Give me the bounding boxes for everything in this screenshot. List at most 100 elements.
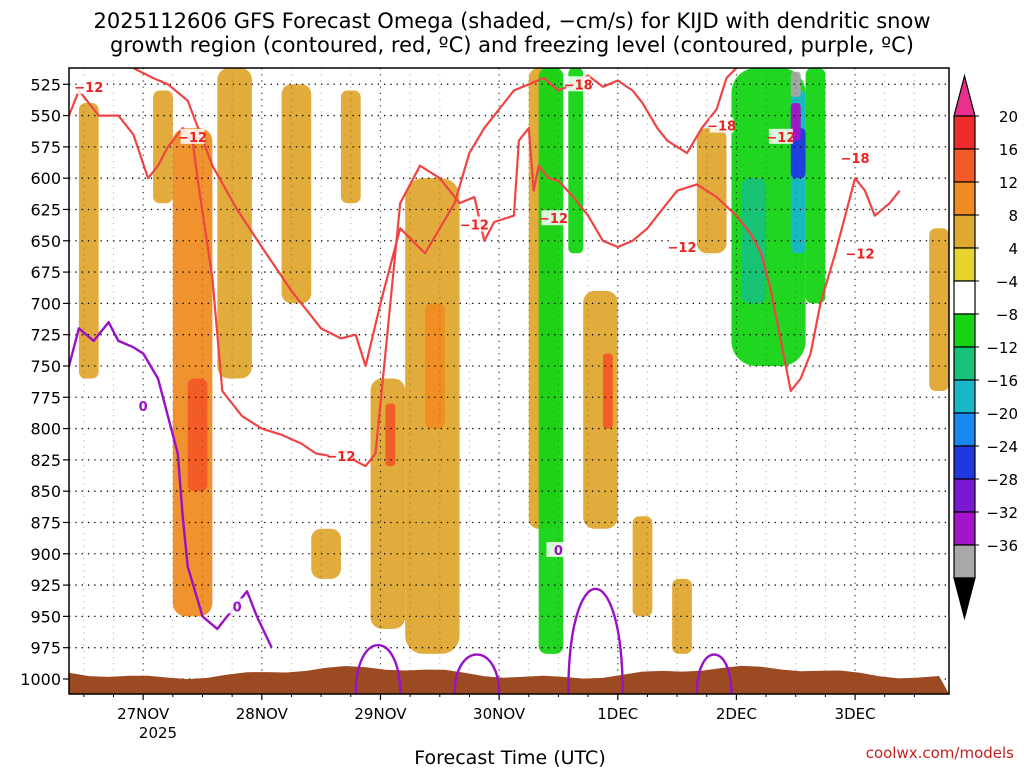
colorbar-swatch-11: [953, 445, 976, 480]
y-tick-label-1000: 1000: [20, 670, 61, 689]
omega-region-17: [632, 516, 653, 617]
colorbar-label-3: 8: [1008, 207, 1018, 225]
x-axis-title: Forecast Time (UTC): [414, 747, 605, 768]
omega-region-6: [311, 528, 341, 579]
x-tick-label-3: 30NOV: [473, 705, 526, 723]
y-tick-label-650: 650: [30, 232, 61, 251]
y-tick-label-525: 525: [30, 75, 61, 94]
y-tick-label-625: 625: [30, 200, 61, 219]
y-tick-label-675: 675: [30, 263, 61, 282]
omega-region-5: [281, 84, 312, 304]
colorbar-label-0: 20: [999, 108, 1018, 126]
y-tick-label-700: 700: [30, 294, 61, 313]
colorbar-label-10: −24: [986, 438, 1018, 456]
y-tick-label-975: 975: [30, 639, 61, 658]
colorbar-swatch-2: [953, 148, 976, 183]
freezing-level-bump-3: [695, 653, 733, 694]
colorbar-top-arrow: [953, 73, 976, 117]
chart-title-line1: 2025112606 GFS Forecast Omega (shaded, −…: [93, 9, 930, 33]
y-tick-label-575: 575: [30, 138, 61, 157]
x-axis: 27NOV 28NOV 29NOV 30NOV 1DEC 2DEC 3DEC: [83, 694, 915, 723]
contour-label-bg-10: [848, 245, 873, 261]
colorbar-bottom-arrow: [953, 577, 976, 621]
contour-label-bg-4: [328, 448, 353, 464]
omega-region-18: [672, 578, 692, 654]
omega-region-26: [790, 71, 801, 97]
omega-region-14: [568, 68, 584, 254]
omega-region-3: [187, 378, 208, 492]
contour-label-bg-1: [180, 128, 205, 144]
omega-region-16: [602, 353, 613, 429]
contour-label-6: −12: [668, 241, 697, 256]
colorbar-label-4: 4: [1008, 240, 1018, 258]
y-tick-label-825: 825: [30, 451, 61, 470]
omega-shading-layer: [78, 68, 949, 654]
colorbar-label-13: −36: [986, 537, 1018, 555]
y-axis: 525 550 575 600 625 650 675 700 725 750 775 800 825 8…: [20, 75, 69, 689]
contour-label-bg-3: [462, 216, 487, 232]
colorbar-swatch-8: [953, 346, 976, 381]
y-tick-label-900: 900: [30, 545, 61, 564]
y-tick-label-800: 800: [30, 420, 61, 439]
omega-region-9: [385, 403, 396, 467]
colorbar-label-11: −28: [986, 471, 1018, 489]
contour-label-12: 0: [233, 600, 242, 615]
contour-label-bg-7: [709, 117, 734, 133]
contour-label-0: −12: [74, 81, 103, 96]
colorbar-swatch-6: [953, 280, 976, 315]
x-tick-label-5: 2DEC: [716, 705, 757, 723]
freezing-level-bump-2: [567, 587, 624, 694]
colorbar-swatch-7: [953, 313, 976, 348]
contour-minus12: [69, 89, 901, 468]
contour-label-bg-9: [843, 150, 868, 166]
grid-layer: [69, 68, 949, 694]
y-tick-label-775: 775: [30, 388, 61, 407]
y-tick-label-750: 750: [30, 357, 61, 376]
omega-region-25: [790, 103, 801, 141]
omega-region-13: [538, 68, 564, 654]
colorbar-swatch-4: [953, 214, 976, 249]
contour-label-4: −12: [326, 450, 355, 465]
contour-label-13: 0: [554, 544, 563, 559]
colorbar-swatch-3: [953, 181, 976, 216]
y-tick-label-950: 950: [30, 607, 61, 626]
freezing-level-bump-0: [354, 643, 402, 694]
x-year-label: 2025: [139, 724, 177, 742]
contour-label-3: −12: [460, 219, 489, 234]
contour-label-5: −12: [539, 212, 568, 227]
contour-minus18: [132, 68, 738, 368]
contour-label-bg-11: [131, 398, 156, 414]
omega-region-2: [172, 128, 213, 617]
y-tick-label-875: 875: [30, 513, 61, 532]
freezing-level-bump-1: [453, 653, 501, 694]
contour-label-bg-6: [670, 239, 695, 255]
colorbar-swatch-14: [953, 544, 976, 579]
colorbar-swatch-9: [953, 379, 976, 414]
colorbar-label-2: 12: [999, 174, 1018, 192]
contour-label-1: −12: [178, 131, 207, 146]
colorbar-label-7: −12: [986, 339, 1018, 357]
contour-label-8: −12: [766, 131, 795, 146]
colorbar-label-8: −16: [986, 372, 1018, 390]
omega-region-15: [583, 290, 618, 529]
omega-region-19: [696, 128, 727, 254]
x-tick-label-2: 29NOV: [354, 705, 407, 723]
contour-label-9: −18: [841, 152, 870, 167]
contour-label-bg-5: [541, 210, 566, 226]
colorbar-swatch-1: [953, 115, 976, 150]
x-tick-label-1: 28NOV: [236, 705, 289, 723]
colorbar-label-9: −20: [986, 405, 1018, 423]
omega-region-23: [805, 68, 826, 304]
x-tick-label-6: 3DEC: [835, 705, 876, 723]
y-tick-label-850: 850: [30, 482, 61, 501]
y-tick-label-550: 550: [30, 107, 61, 126]
contour-label-bg-12: [225, 598, 250, 614]
omega-region-7: [340, 90, 361, 204]
contour-label-layer: −12 −12 −18 −12 −12 −12 −12 −18 −12 −18 −12 0 0 0: [74, 76, 875, 615]
contour-label-bg-8: [768, 128, 793, 144]
colorbar: 20 16 12 8 4 −4 −8 −12 −16 −20 −24 −28 −32 −36: [953, 73, 1018, 621]
omega-region-4: [217, 68, 252, 379]
colorbar-swatch-5: [953, 247, 976, 282]
y-tick-label-600: 600: [30, 169, 61, 188]
x-tick-label-0: 27NOV: [117, 705, 170, 723]
